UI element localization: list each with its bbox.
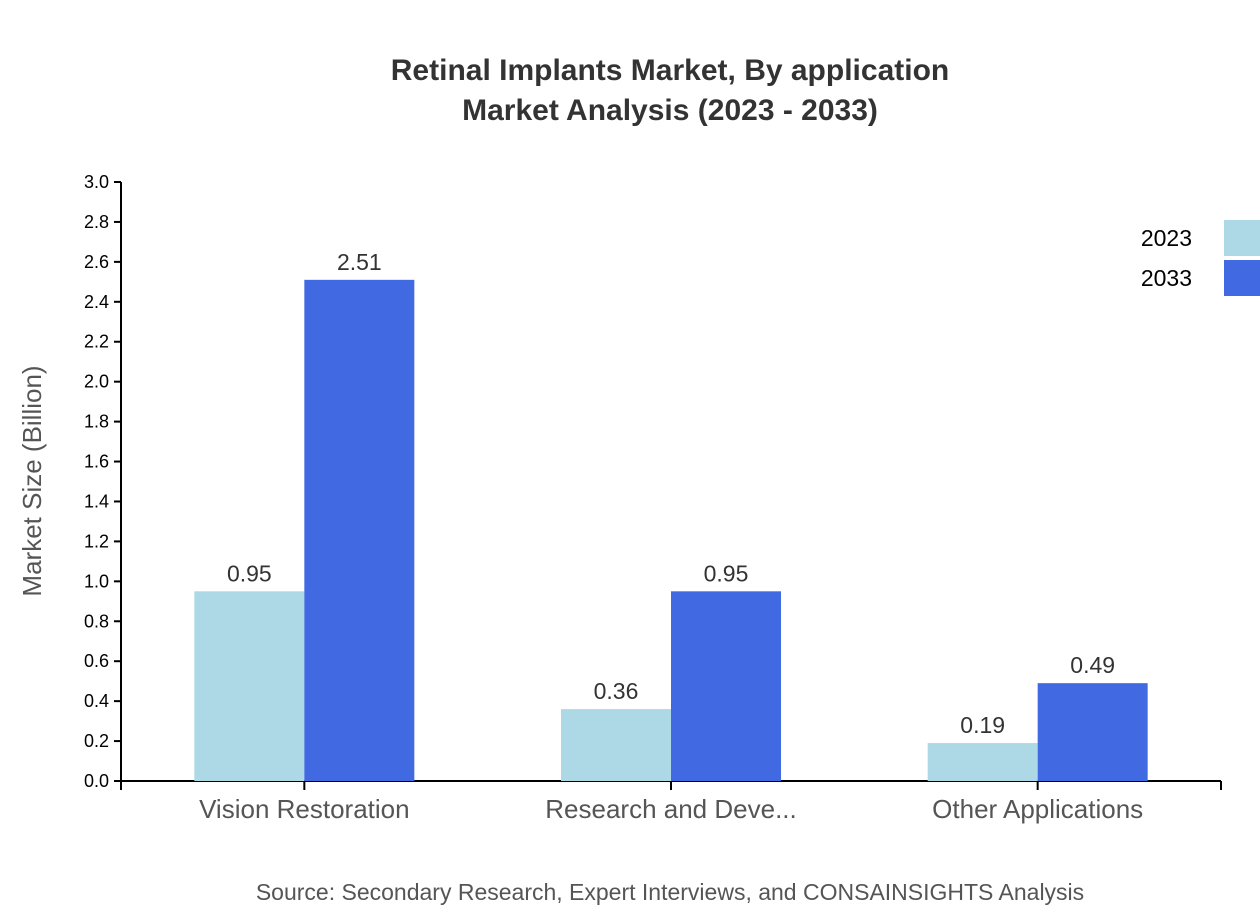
data-label: 0.95: [704, 560, 749, 586]
y-axis-label: Market Size (Billion): [17, 365, 47, 596]
y-tick-label: 1.8: [84, 412, 109, 432]
y-tick-label: 1.0: [84, 571, 109, 591]
legend-label: 2023: [1141, 225, 1192, 251]
y-tick-label: 2.6: [84, 252, 109, 272]
y-tick-label: 0.4: [84, 691, 109, 711]
bar-2023: [927, 743, 1038, 781]
x-tick-label: Vision Restoration: [199, 794, 410, 824]
y-tick-label: 0.0: [84, 771, 109, 791]
bar-2033: [304, 279, 415, 781]
chart-title: Retinal Implants Market, By application: [391, 54, 949, 87]
bar-2033: [1037, 683, 1148, 781]
y-tick-label: 2.0: [84, 372, 109, 392]
source-note: Source: Secondary Research, Expert Inter…: [256, 879, 1084, 905]
data-label: 0.19: [960, 712, 1005, 738]
bar-2023: [194, 591, 305, 781]
chart-subtitle: Market Analysis (2023 - 2033): [462, 94, 878, 127]
y-tick-label: 3.0: [84, 172, 109, 192]
y-tick-label: 2.4: [84, 292, 109, 312]
legend-swatch-2023: [1224, 220, 1260, 256]
legend-label: 2033: [1141, 265, 1192, 291]
y-tick-label: 2.2: [84, 332, 109, 352]
bar-2023: [561, 709, 671, 781]
data-label: 0.36: [594, 678, 639, 704]
y-tick-label: 1.2: [84, 531, 109, 551]
y-tick-label: 0.8: [84, 611, 109, 631]
y-tick-label: 2.8: [84, 212, 109, 232]
x-tick-label: Other Applications: [932, 794, 1143, 824]
data-label: 2.51: [337, 249, 382, 275]
y-tick-label: 1.6: [84, 452, 109, 472]
data-label: 0.49: [1070, 652, 1115, 678]
y-tick-label: 0.6: [84, 651, 109, 671]
y-tick-label: 1.4: [84, 491, 109, 511]
data-label: 0.95: [227, 560, 272, 586]
bar-2033: [671, 591, 781, 781]
y-tick-label: 0.2: [84, 731, 109, 751]
x-tick-label: Research and Deve...: [545, 794, 796, 824]
legend-swatch-2033: [1224, 260, 1260, 296]
